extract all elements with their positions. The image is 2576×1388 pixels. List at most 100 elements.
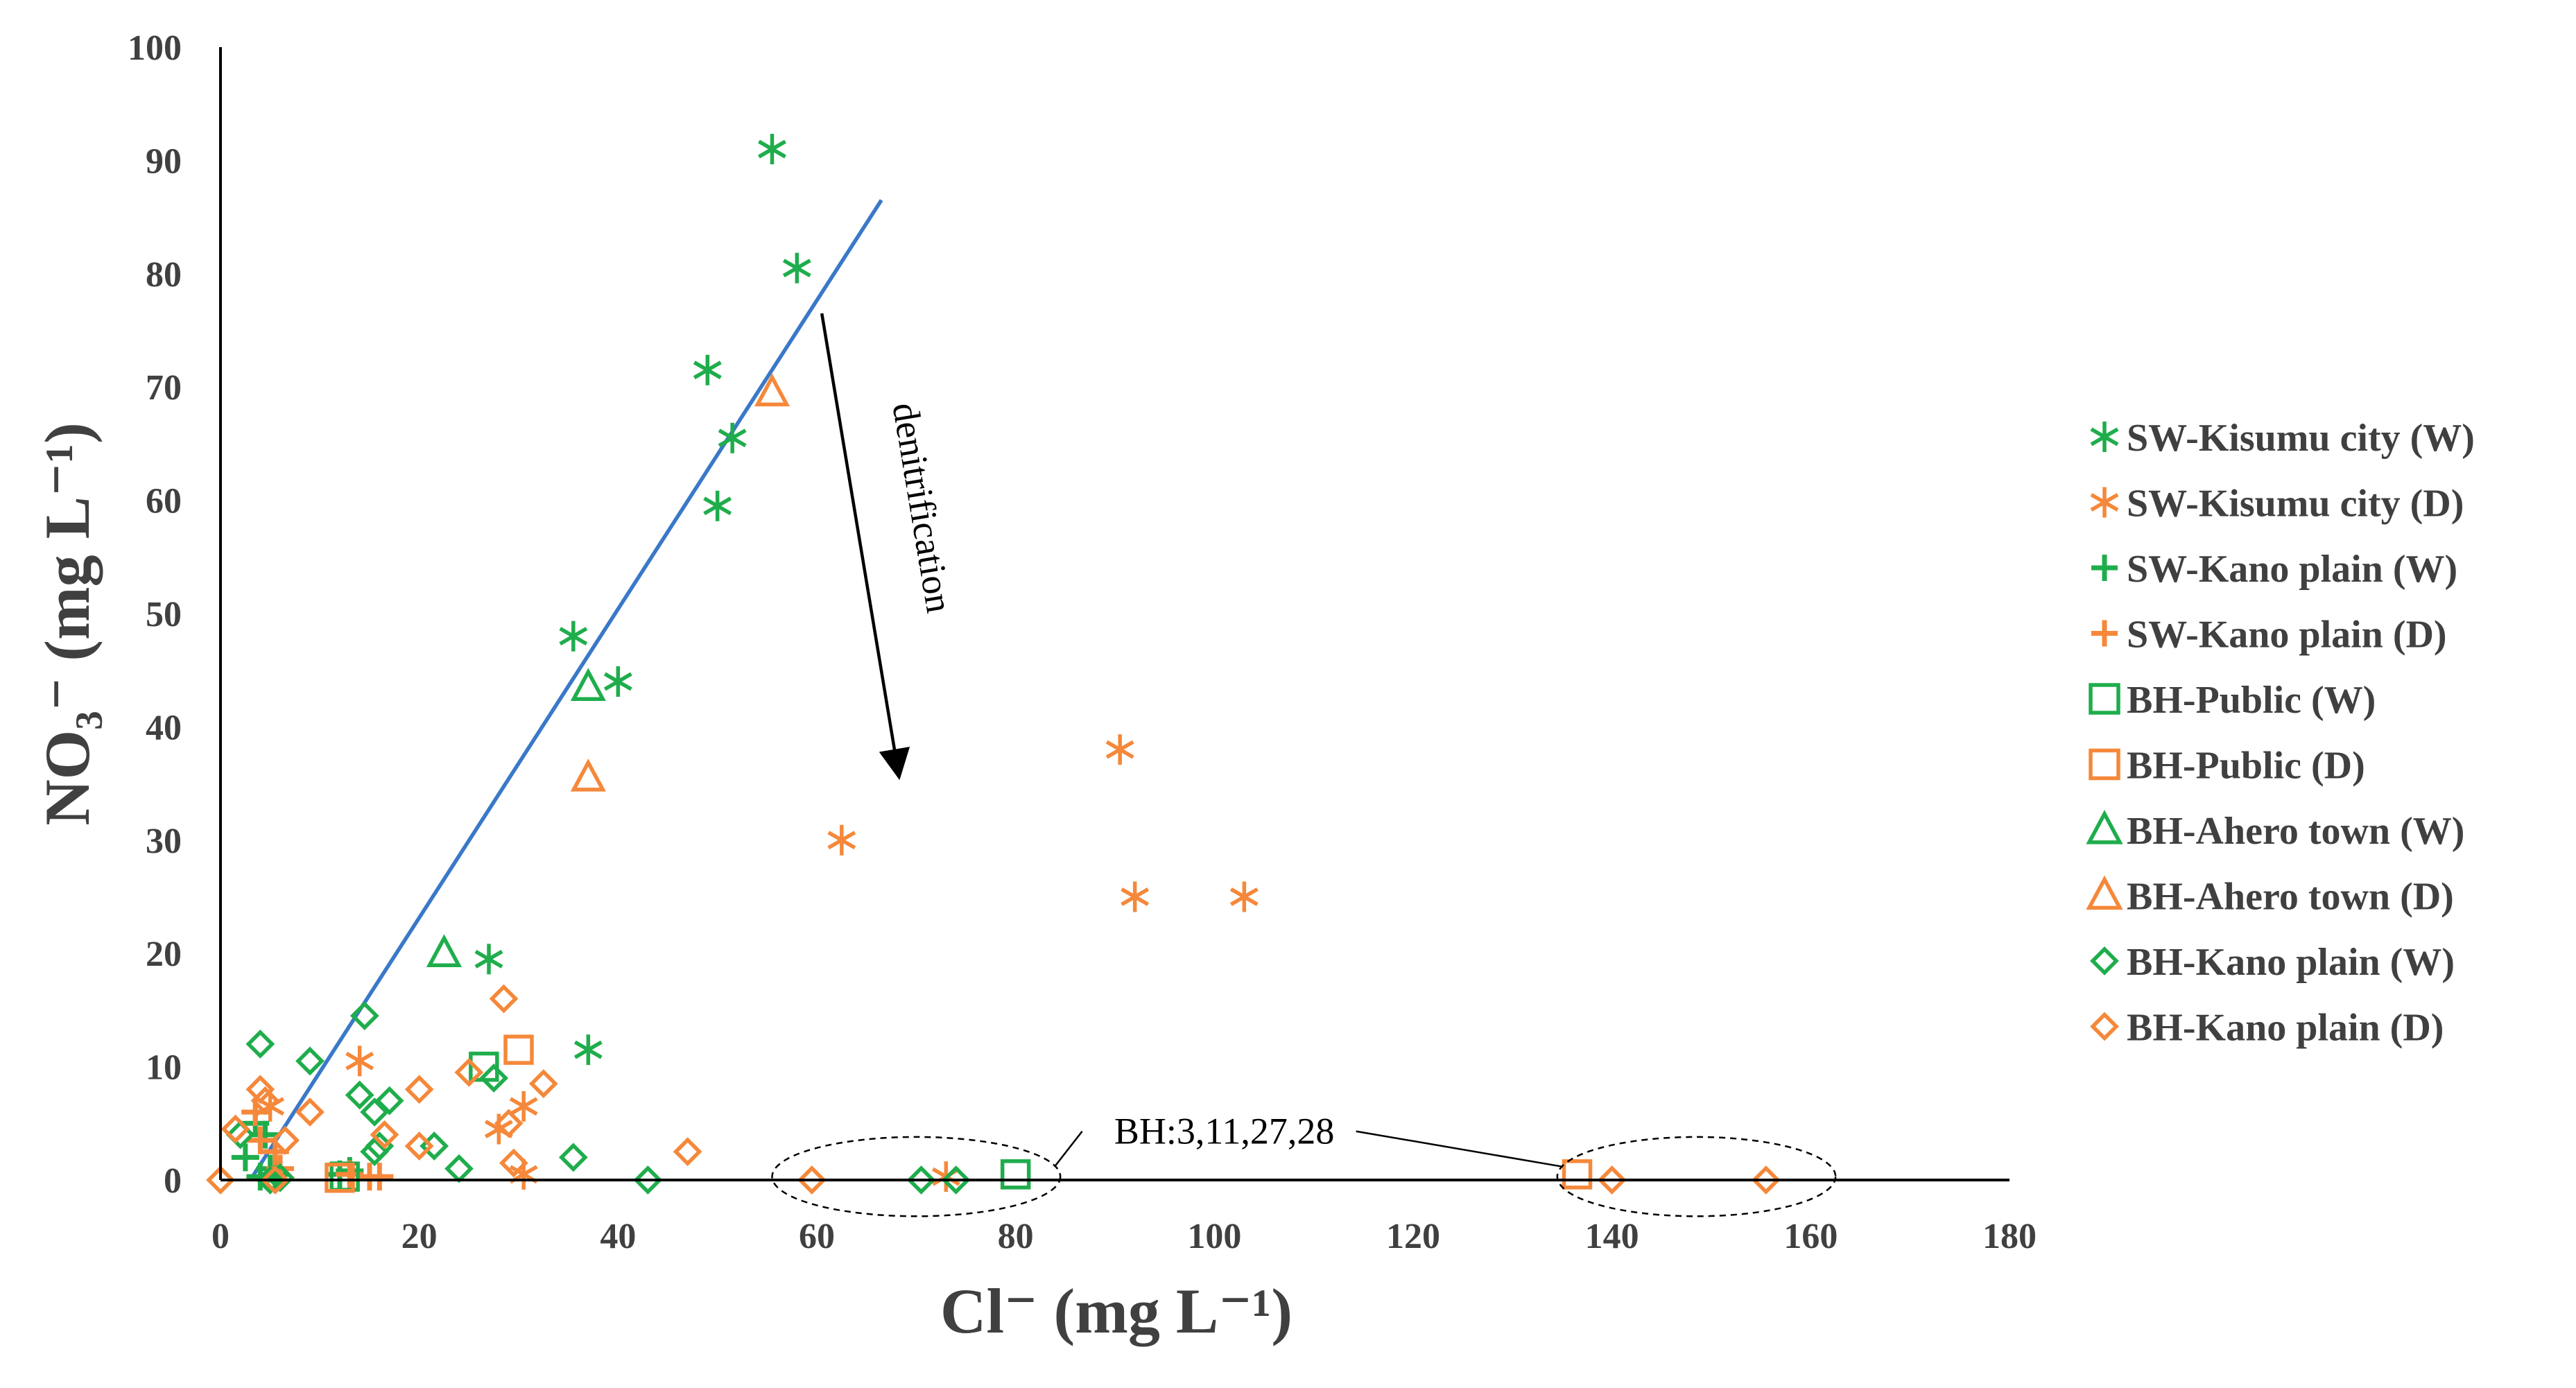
data-point xyxy=(266,1163,295,1192)
legend-marker xyxy=(2090,487,2119,518)
y-tick-label: 60 xyxy=(146,482,182,521)
bh-leader-line xyxy=(1356,1130,1564,1168)
legend-label: BH-Ahero town (W) xyxy=(2127,810,2464,853)
legend-marker xyxy=(2086,875,2123,910)
data-point xyxy=(349,1001,379,1030)
data-point xyxy=(633,1165,663,1195)
data-point xyxy=(206,1165,235,1195)
series-9 xyxy=(206,984,1781,1195)
y-tick-label: 40 xyxy=(146,708,182,747)
data-point xyxy=(509,1091,538,1122)
y-tick-label: 80 xyxy=(146,255,182,295)
data-point xyxy=(444,1154,474,1183)
legend-label: SW-Kisumu city (D) xyxy=(2127,483,2464,526)
legend-label: SW-Kisumu city (W) xyxy=(2127,417,2475,460)
series-1 xyxy=(256,734,1259,1192)
data-point xyxy=(345,1080,374,1110)
annotations: denitrification BH:3,11,27,28 xyxy=(771,313,1837,1217)
data-point xyxy=(754,373,790,407)
data-point xyxy=(941,1165,971,1195)
legend-label: BH-Kano plain (D) xyxy=(2127,1007,2444,1050)
y-tick-label: 10 xyxy=(146,1048,182,1088)
y-tick-label: 70 xyxy=(146,368,182,408)
legend-item: BH-Public (W) xyxy=(2089,679,2376,722)
series-2 xyxy=(231,1109,364,1191)
y-tick-label: 100 xyxy=(128,28,182,68)
legend-item: BH-Ahero town (D) xyxy=(2086,875,2454,919)
x-axis-title: Cl⁻ (mg L⁻¹) xyxy=(940,1276,1293,1346)
data-point xyxy=(603,666,632,697)
legend-item: BH-Kano plain (W) xyxy=(2090,941,2455,984)
cluster-ellipse xyxy=(1556,1136,1837,1217)
data-point xyxy=(1121,881,1150,912)
data-point xyxy=(245,1075,275,1104)
data-point xyxy=(1597,1165,1627,1195)
legend-label: BH-Kano plain (W) xyxy=(2127,941,2455,984)
legend-marker xyxy=(2090,946,2119,975)
legend-marker xyxy=(2091,620,2118,647)
axes xyxy=(219,47,2009,1181)
cluster-ellipse xyxy=(771,1136,1062,1217)
legend-label: BH-Public (W) xyxy=(2127,679,2376,722)
data-point xyxy=(426,934,463,967)
data-point xyxy=(528,1069,558,1098)
legend-label: BH-Public (D) xyxy=(2127,745,2365,788)
data-point xyxy=(573,1034,603,1066)
y-tick-label: 90 xyxy=(146,141,182,181)
data-point xyxy=(693,354,722,385)
data-point xyxy=(570,758,606,792)
data-point xyxy=(370,1120,399,1150)
data-point xyxy=(225,1120,255,1150)
data-point xyxy=(673,1137,702,1167)
x-tick-label: 140 xyxy=(1585,1217,1639,1256)
data-point xyxy=(906,1165,936,1195)
data-point xyxy=(718,422,747,453)
data-point xyxy=(474,944,503,975)
legend-marker xyxy=(2089,683,2120,715)
data-point xyxy=(758,134,786,165)
x-tick-label: 120 xyxy=(1386,1217,1440,1256)
data-point xyxy=(295,1098,325,1127)
data-point xyxy=(1562,1159,1593,1190)
legend-item: BH-Kano plain (D) xyxy=(2090,1007,2444,1050)
bh-leader-line xyxy=(1053,1130,1083,1168)
y-tick-label: 50 xyxy=(146,595,182,634)
data-point xyxy=(494,1109,524,1138)
legend-label: SW-Kano plain (W) xyxy=(2127,548,2457,591)
data-point xyxy=(503,1034,534,1065)
trendline xyxy=(248,199,883,1181)
y-tick-label: 0 xyxy=(164,1161,182,1201)
data-point xyxy=(251,1120,279,1149)
legend: SW-Kisumu city (W) SW-Kisumu city (D) SW-K… xyxy=(2086,417,2475,1050)
series-5 xyxy=(325,1034,1593,1193)
legend-marker xyxy=(2086,810,2123,844)
legend-marker xyxy=(2089,748,2120,781)
y-tick-label: 20 xyxy=(146,935,182,974)
data-point xyxy=(454,1057,484,1087)
x-tick-label: 80 xyxy=(998,1217,1034,1256)
x-tick-labels: 0 20 40 60 80 100 120 140 160 180 xyxy=(211,1217,2037,1256)
data-point xyxy=(484,1113,513,1145)
y-axis-title: NO₃⁻ (mg L⁻¹) xyxy=(32,422,103,826)
data-point xyxy=(325,1162,355,1193)
data-point xyxy=(703,490,732,521)
data-point xyxy=(420,1131,449,1161)
data-point xyxy=(250,1086,280,1116)
data-point xyxy=(360,1137,390,1167)
x-tick-label: 60 xyxy=(799,1217,835,1256)
series-6 xyxy=(426,668,606,967)
data-point xyxy=(558,1143,588,1172)
data-point xyxy=(559,621,588,652)
denitrification-label: denitrification xyxy=(884,399,960,616)
data-point xyxy=(404,1131,434,1161)
plot-area xyxy=(206,134,1781,1195)
data-point xyxy=(1751,1165,1781,1195)
legend-item: SW-Kisumu city (W) xyxy=(2090,417,2475,460)
legend-label: SW-Kano plain (D) xyxy=(2127,614,2447,657)
y-tick-labels: 0 10 20 30 40 50 60 70 80 90 100 xyxy=(128,28,182,1201)
data-point xyxy=(260,1165,290,1195)
data-point xyxy=(570,668,606,701)
data-point xyxy=(827,824,856,856)
x-tick-label: 160 xyxy=(1783,1217,1838,1256)
